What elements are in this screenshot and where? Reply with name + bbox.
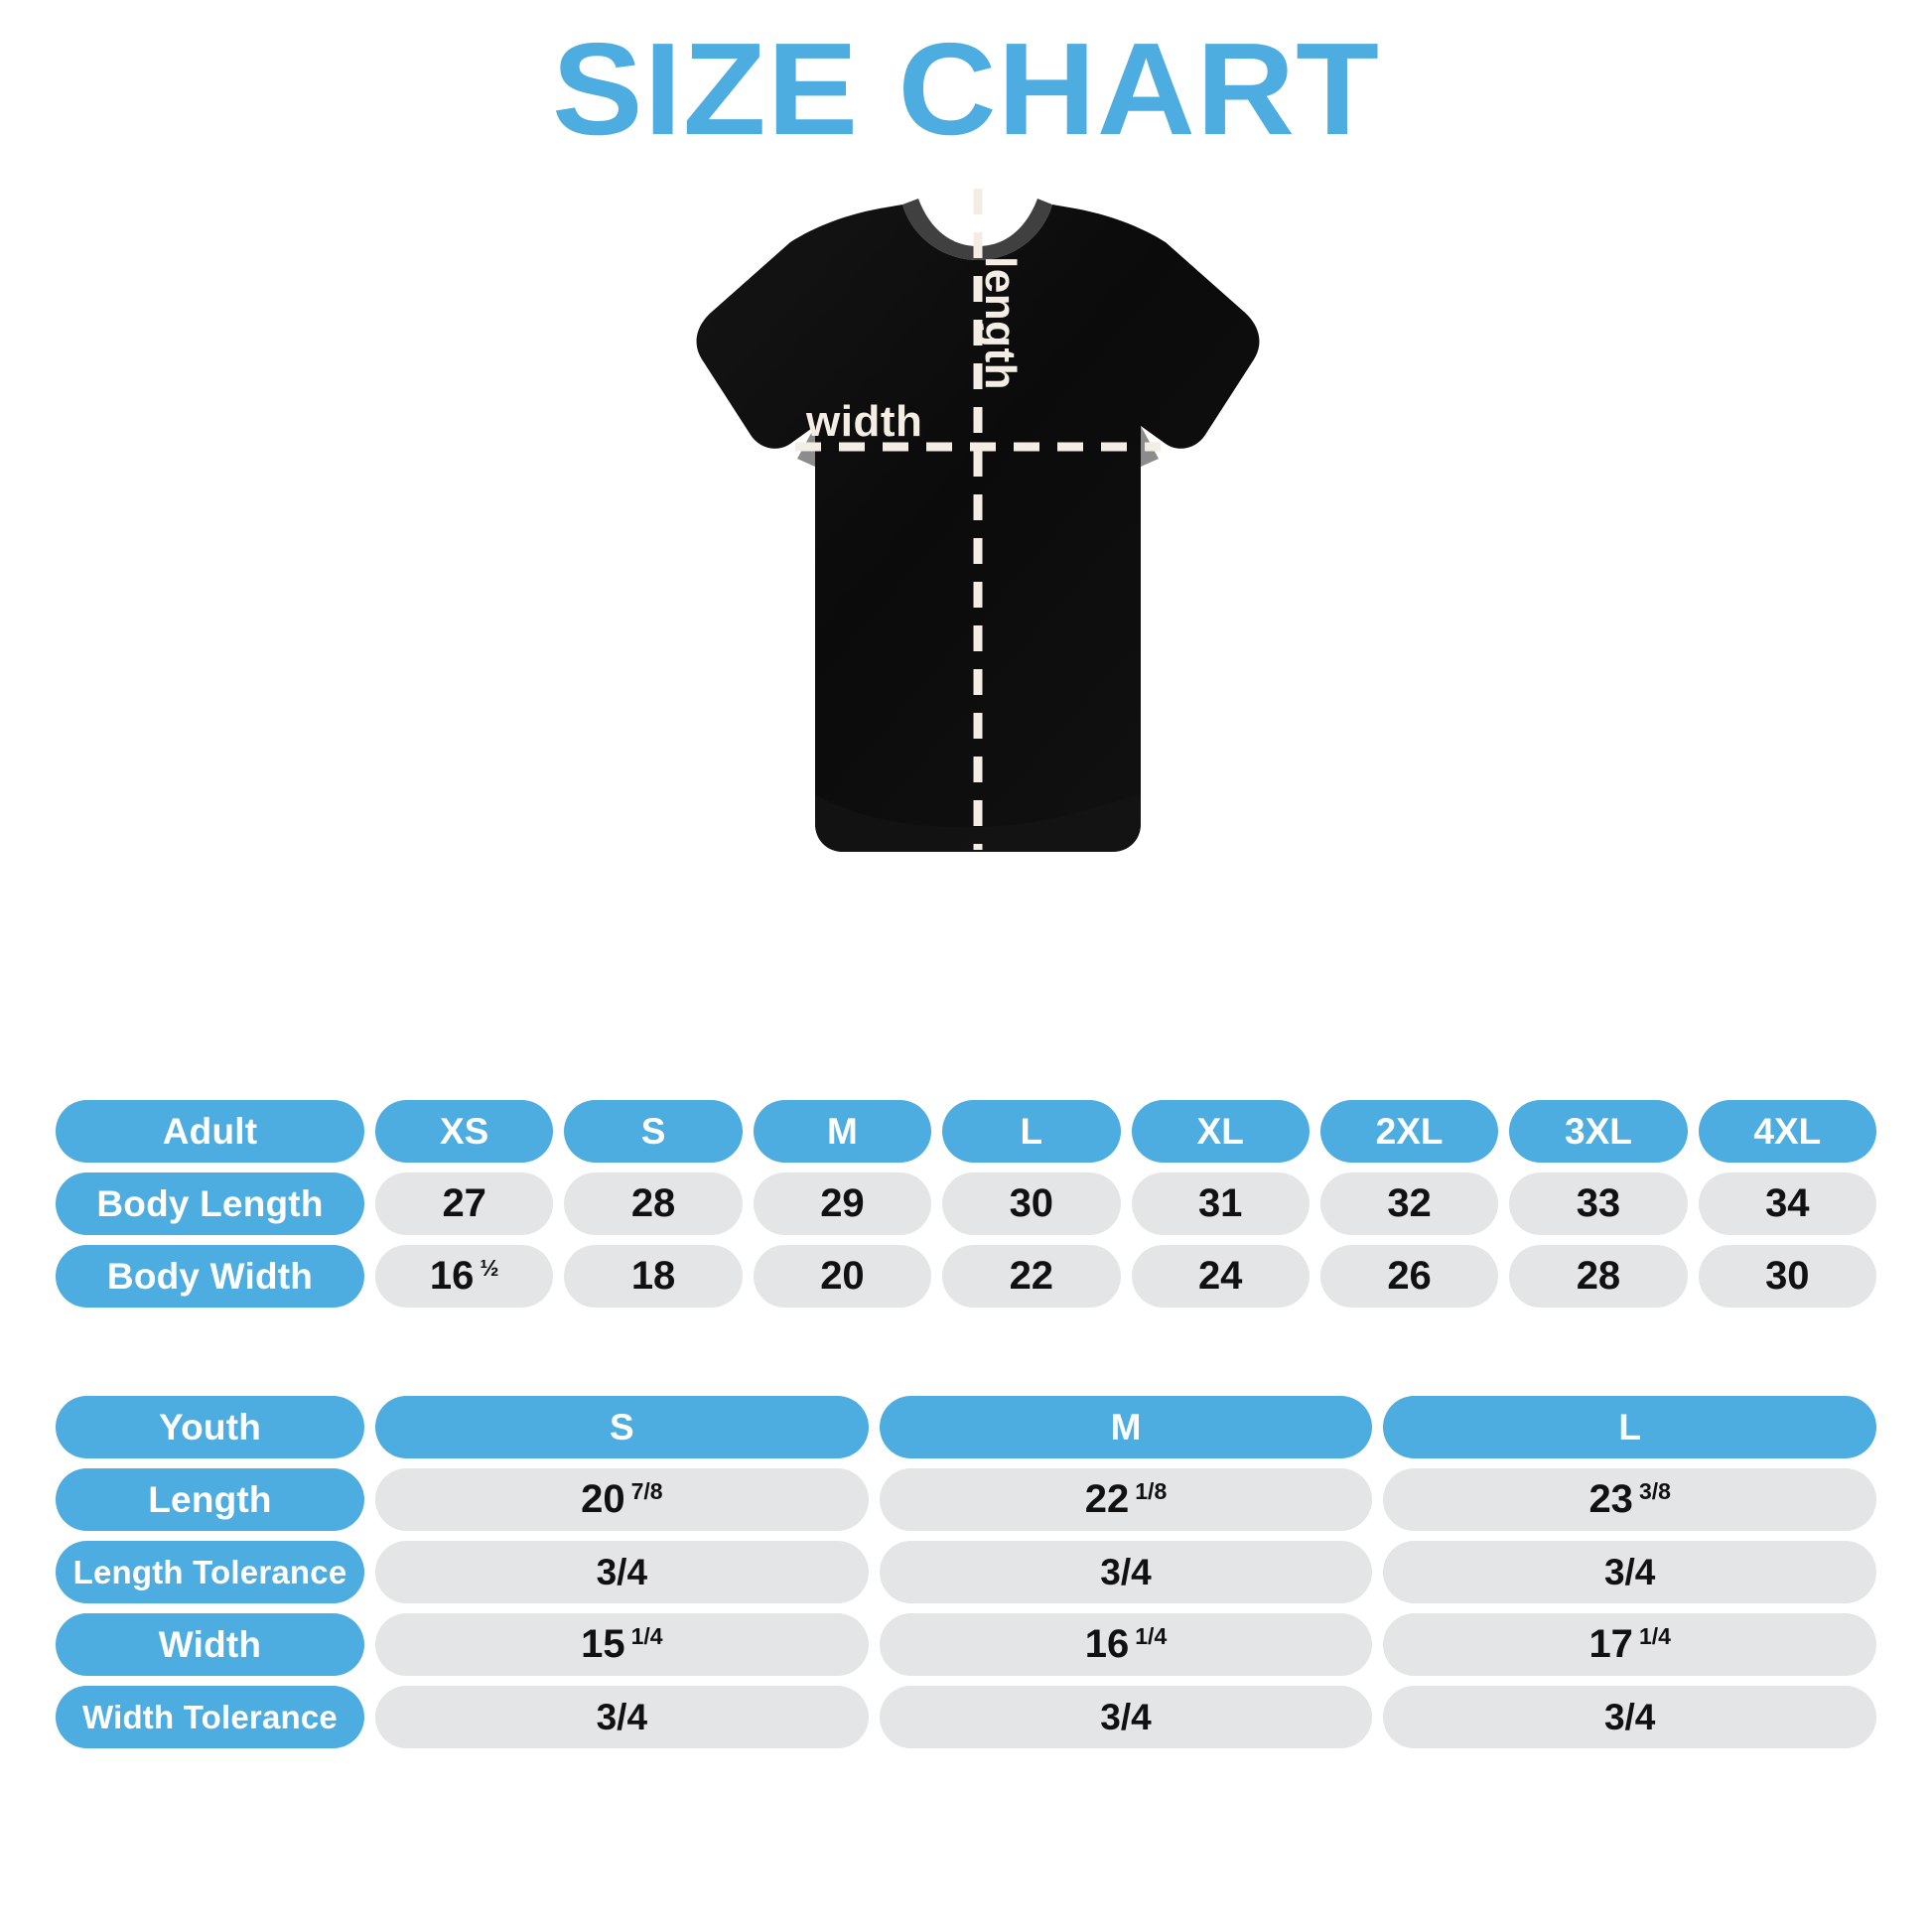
- youth-width-label: Width: [56, 1613, 364, 1676]
- page-title: SIZE CHART: [551, 16, 1381, 162]
- adult-body-length-4xl: 34: [1698, 1173, 1876, 1235]
- adult-body-width-l: 22: [942, 1245, 1121, 1308]
- adult-body-length-xl: 31: [1131, 1173, 1310, 1235]
- value-fraction: 3/4: [1603, 1696, 1656, 1737]
- adult-body-length-3xl: 33: [1509, 1173, 1688, 1235]
- adult-body-length-row: Body Length 27 28 29 30 31 32 33 34: [56, 1173, 1876, 1235]
- value-fraction: 1/8: [1135, 1478, 1168, 1504]
- adult-body-width-s: 18: [564, 1245, 743, 1308]
- youth-size-header-l: L: [1383, 1396, 1877, 1458]
- value-fraction: ½: [480, 1255, 499, 1281]
- youth-size-table: Youth S M L Length 20 7/8 22 1/8 23 3/8 Len…: [56, 1396, 1877, 1748]
- value-whole: 15: [581, 1622, 625, 1666]
- value-fraction: 3/4: [596, 1696, 648, 1737]
- adult-size-header-m: M: [753, 1100, 932, 1163]
- youth-header-row: Youth S M L: [56, 1396, 1877, 1458]
- value-whole: 20: [820, 1254, 865, 1298]
- value-fraction: 3/8: [1638, 1478, 1671, 1504]
- adult-body-length-m: 29: [753, 1173, 932, 1235]
- adult-body-width-xs: 16 ½: [375, 1245, 554, 1308]
- youth-length-tolerance-m: 3/4: [879, 1541, 1373, 1603]
- tshirt-illustration: width length: [0, 169, 1932, 1082]
- adult-body-length-label: Body Length: [56, 1173, 364, 1235]
- youth-size-header-m: M: [879, 1396, 1373, 1458]
- value-whole: 26: [1387, 1254, 1432, 1298]
- value-whole: 22: [1009, 1254, 1054, 1298]
- value-fraction: 3/4: [1100, 1551, 1152, 1592]
- tshirt-body: [696, 205, 1260, 852]
- tshirt-icon: [696, 189, 1260, 852]
- tshirt-collar: [902, 199, 1052, 260]
- value-whole: 24: [1197, 1254, 1243, 1298]
- youth-width-tolerance-l: 3/4: [1383, 1686, 1877, 1748]
- youth-width-l: 17 1/4: [1383, 1613, 1877, 1676]
- value-whole: 16: [1084, 1622, 1130, 1666]
- youth-length-tolerance-s: 3/4: [375, 1541, 869, 1603]
- value-fraction: 1/4: [1135, 1623, 1168, 1649]
- youth-length-m: 22 1/8: [879, 1468, 1373, 1531]
- value-whole: 22: [1084, 1477, 1130, 1521]
- value-fraction: 7/8: [630, 1478, 663, 1504]
- width-measurement-label: width: [806, 397, 923, 446]
- value-whole: 28: [1576, 1254, 1621, 1298]
- adult-body-width-2xl: 26: [1319, 1245, 1499, 1308]
- value-fraction: 3/4: [596, 1551, 648, 1592]
- tshirt-hem: [815, 794, 1141, 852]
- value-whole: 20: [581, 1477, 625, 1521]
- youth-width-row: Width 15 1/4 16 1/4 17 1/4: [56, 1613, 1877, 1676]
- youth-width-m: 16 1/4: [879, 1613, 1373, 1676]
- adult-header-row: Adult XS S M L XL 2XL 3XL 4XL: [56, 1100, 1876, 1163]
- youth-size-header-s: S: [375, 1396, 869, 1458]
- adult-body-width-label: Body Width: [56, 1245, 364, 1308]
- youth-width-tolerance-m: 3/4: [879, 1686, 1373, 1748]
- value-fraction: 1/4: [1638, 1623, 1671, 1649]
- youth-length-row: Length 20 7/8 22 1/8 23 3/8: [56, 1468, 1877, 1531]
- adult-size-header-3xl: 3XL: [1509, 1100, 1688, 1163]
- adult-body-width-xl: 24: [1131, 1245, 1310, 1308]
- value-whole: 23: [1588, 1477, 1633, 1521]
- youth-length-tolerance-row: Length Tolerance 3/4 3/4 3/4: [56, 1541, 1877, 1603]
- adult-body-length-xs: 27: [375, 1173, 554, 1235]
- adult-body-length-2xl: 32: [1319, 1173, 1499, 1235]
- youth-width-tolerance-s: 3/4: [375, 1686, 869, 1748]
- adult-body-width-4xl: 30: [1698, 1245, 1876, 1308]
- value-fraction: 3/4: [1603, 1551, 1656, 1592]
- youth-length-tolerance-l: 3/4: [1383, 1541, 1877, 1603]
- adult-size-header-xs: XS: [375, 1100, 554, 1163]
- youth-width-s: 15 1/4: [375, 1613, 869, 1676]
- value-whole: 18: [630, 1254, 676, 1298]
- adult-body-length-l: 30: [942, 1173, 1121, 1235]
- adult-table-title: Adult: [56, 1100, 364, 1163]
- value-fraction: 1/4: [630, 1623, 663, 1649]
- value-fraction: 3/4: [1100, 1696, 1152, 1737]
- adult-size-header-4xl: 4XL: [1698, 1100, 1876, 1163]
- adult-size-header-l: L: [942, 1100, 1121, 1163]
- value-whole: 30: [1765, 1254, 1810, 1298]
- adult-size-table: Adult XS S M L XL 2XL 3XL 4XL Body Lengt…: [56, 1100, 1876, 1308]
- adult-size-header-2xl: 2XL: [1319, 1100, 1499, 1163]
- adult-size-header-s: S: [564, 1100, 743, 1163]
- youth-length-s: 20 7/8: [375, 1468, 869, 1531]
- youth-width-tolerance-label: Width Tolerance: [56, 1686, 364, 1748]
- value-whole: 17: [1588, 1622, 1633, 1666]
- youth-length-l: 23 3/8: [1383, 1468, 1877, 1531]
- youth-length-tolerance-label: Length Tolerance: [56, 1541, 364, 1603]
- youth-width-tolerance-row: Width Tolerance 3/4 3/4 3/4: [56, 1686, 1877, 1748]
- youth-table-title: Youth: [56, 1396, 364, 1458]
- adult-body-width-3xl: 28: [1509, 1245, 1688, 1308]
- value-whole: 16: [429, 1254, 475, 1298]
- adult-body-width-m: 20: [753, 1245, 932, 1308]
- length-measurement-label: length: [976, 256, 1025, 390]
- youth-length-label: Length: [56, 1468, 364, 1531]
- adult-body-length-s: 28: [564, 1173, 743, 1235]
- adult-size-header-xl: XL: [1131, 1100, 1310, 1163]
- adult-body-width-row: Body Width 16 ½ 18 20 22 24 26 28: [56, 1245, 1876, 1308]
